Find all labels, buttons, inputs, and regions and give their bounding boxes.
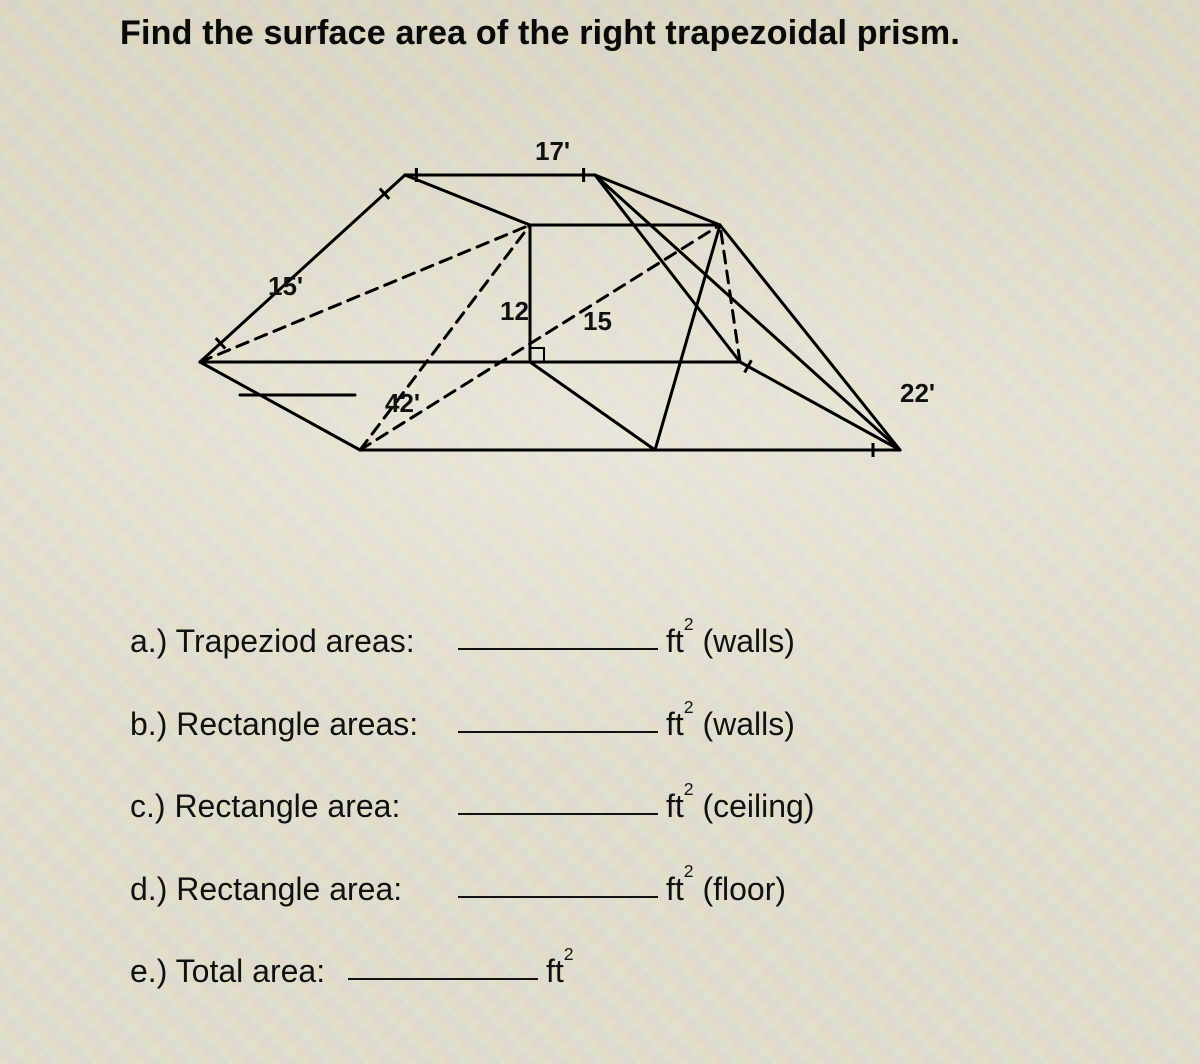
answer-d-label: d.) Rectangle area: — [130, 871, 450, 908]
prism-figure: 17' 15' 12 15 42' 22' — [180, 130, 940, 470]
answer-e: e.) Total area: ft2 — [130, 950, 815, 990]
answer-b-label: b.) Rectangle areas: — [130, 706, 450, 743]
prism-svg: 17' 15' 12 15 42' 22' — [180, 130, 940, 470]
answer-a-unit: ft2 (walls) — [666, 623, 795, 660]
answer-e-label: e.) Total area: — [130, 953, 340, 990]
answer-d: d.) Rectangle area: ft2 (floor) — [130, 867, 815, 907]
svg-text:22': 22' — [900, 378, 935, 408]
svg-text:42': 42' — [385, 388, 420, 418]
svg-text:15': 15' — [268, 271, 303, 301]
answer-e-blank[interactable] — [348, 948, 538, 980]
svg-text:17': 17' — [535, 136, 570, 166]
answer-d-unit: ft2 (floor) — [666, 871, 786, 908]
answer-a-label: a.) Trapeziod areas: — [130, 623, 450, 660]
answer-e-unit: ft2 — [546, 953, 574, 990]
answer-c-blank[interactable] — [458, 783, 658, 815]
answer-c: c.) Rectangle area: ft2 (ceiling) — [130, 785, 815, 825]
answer-d-blank[interactable] — [458, 865, 658, 897]
svg-text:12: 12 — [500, 296, 529, 326]
answer-b: b.) Rectangle areas: ft2 (walls) — [130, 702, 815, 742]
answer-b-blank[interactable] — [458, 700, 658, 732]
answer-c-label: c.) Rectangle area: — [130, 788, 450, 825]
answer-a-blank[interactable] — [458, 618, 658, 650]
answer-b-unit: ft2 (walls) — [666, 706, 795, 743]
answer-c-unit: ft2 (ceiling) — [666, 788, 815, 825]
answer-a: a.) Trapeziod areas: ft2 (walls) — [130, 620, 815, 660]
answer-section: a.) Trapeziod areas: ft2 (walls) b.) Rec… — [130, 620, 815, 1032]
page-title: Find the surface area of the right trape… — [120, 14, 960, 53]
svg-text:15: 15 — [583, 306, 612, 336]
